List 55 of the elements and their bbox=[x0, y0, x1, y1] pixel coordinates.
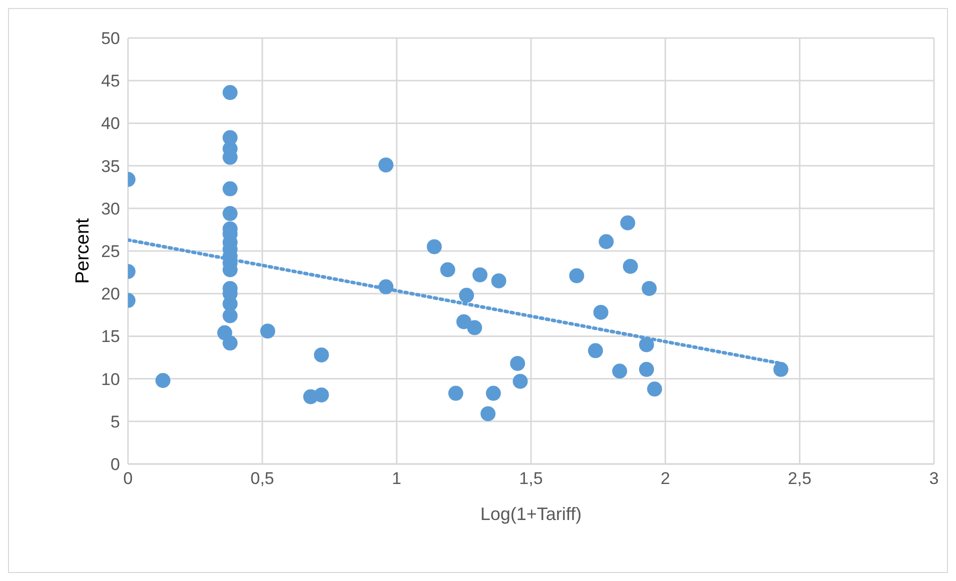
point bbox=[773, 362, 788, 377]
x-axis-title: Log(1+Tariff) bbox=[480, 504, 582, 524]
x-tick-label: 0 bbox=[123, 469, 133, 488]
point bbox=[593, 304, 608, 320]
point bbox=[486, 386, 501, 401]
point bbox=[622, 258, 638, 274]
y-tick-label: 50 bbox=[101, 29, 120, 48]
y-tick-label: 40 bbox=[101, 114, 120, 134]
x-tick-label: 1,5 bbox=[519, 469, 543, 488]
point bbox=[459, 288, 474, 303]
point bbox=[569, 268, 584, 284]
point bbox=[314, 387, 329, 402]
point bbox=[480, 406, 496, 422]
y-tick-label: 20 bbox=[101, 284, 120, 304]
point bbox=[647, 382, 662, 397]
point bbox=[448, 386, 464, 401]
x-tick-label: 0,5 bbox=[250, 469, 274, 488]
point bbox=[378, 157, 394, 172]
y-tick-label: 45 bbox=[101, 72, 120, 91]
point bbox=[612, 364, 628, 379]
y-tick-label: 10 bbox=[101, 370, 120, 389]
point bbox=[222, 85, 238, 100]
point bbox=[222, 181, 238, 196]
point bbox=[314, 347, 329, 362]
y-tick-label: 0 bbox=[110, 455, 120, 474]
point bbox=[217, 325, 232, 340]
y-tick-label: 5 bbox=[110, 412, 120, 432]
point bbox=[440, 262, 456, 278]
x-tick-label: 2 bbox=[660, 469, 670, 488]
point bbox=[639, 337, 654, 352]
point bbox=[642, 280, 657, 296]
point bbox=[260, 324, 276, 339]
y-tick-label: 25 bbox=[101, 242, 120, 262]
point bbox=[510, 356, 526, 371]
point bbox=[472, 267, 488, 282]
point bbox=[378, 279, 394, 294]
x-tick-label: 3 bbox=[929, 469, 939, 488]
point bbox=[467, 320, 482, 336]
y-tick-label: 35 bbox=[101, 156, 120, 176]
point bbox=[426, 239, 442, 254]
x-tick-label: 1 bbox=[392, 469, 402, 488]
point bbox=[512, 374, 528, 389]
point bbox=[491, 273, 506, 288]
y-tick-label: 30 bbox=[101, 199, 120, 218]
x-tick-label: 2,5 bbox=[788, 469, 812, 488]
y-tick-label: 15 bbox=[101, 327, 120, 346]
y-axis-title: Percent bbox=[72, 218, 94, 284]
point bbox=[155, 373, 170, 388]
point bbox=[598, 234, 614, 250]
point bbox=[222, 206, 238, 222]
point bbox=[456, 314, 472, 330]
point bbox=[639, 362, 654, 377]
point bbox=[620, 215, 636, 230]
point bbox=[588, 343, 603, 358]
point bbox=[222, 308, 238, 324]
